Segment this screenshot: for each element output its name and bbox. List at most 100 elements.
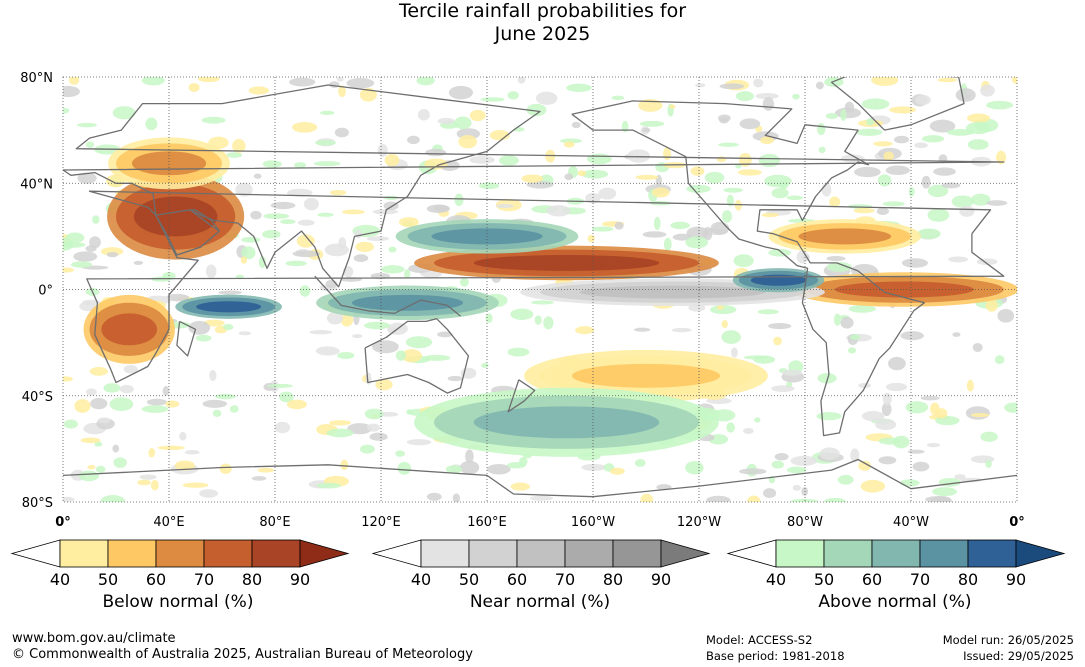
texture-patch: [721, 320, 728, 329]
texture-patch: [627, 149, 651, 163]
texture-patch: [422, 354, 451, 361]
texture-patch: [816, 412, 842, 421]
texture-patch: [337, 352, 355, 359]
texture-patch: [878, 437, 901, 445]
probability-region-below-4: [790, 272, 1017, 307]
texture-patch: [930, 495, 953, 502]
texture-patch: [355, 241, 375, 253]
texture-patch: [240, 256, 248, 264]
texture-patch: [63, 267, 75, 273]
texture-patch: [761, 212, 780, 218]
near-normal-colorbar: 40 50 60 70 80 90: [371, 539, 711, 589]
texture-patch: [826, 262, 853, 272]
texture-patch: [669, 104, 676, 109]
texture-patch: [87, 465, 96, 470]
texture-patch: [347, 423, 372, 435]
texture-patch: [837, 474, 854, 485]
texture-patch: [458, 134, 478, 149]
texture-patch: [866, 118, 874, 126]
texture-patch: [704, 171, 725, 184]
texture-patch: [889, 106, 917, 114]
texture-patch: [653, 216, 661, 231]
texture-patch: [709, 304, 737, 315]
texture-patch: [517, 77, 526, 84]
texture-patch: [790, 498, 818, 502]
colorbar-tick-label: 70: [555, 570, 575, 589]
texture-patch: [591, 226, 614, 232]
probability-region-below-0: [107, 173, 245, 260]
texture-patch: [92, 215, 100, 224]
colorbar-tick-label: 90: [651, 570, 671, 589]
x-tick-label: 120°W: [677, 515, 721, 530]
colorbar-segment: [612, 539, 662, 568]
website-link[interactable]: www.bom.gov.au/climate: [12, 631, 176, 646]
texture-patch: [481, 362, 489, 369]
colorbar-tick-label: 70: [194, 570, 214, 589]
texture-patch: [510, 308, 534, 320]
texture-patch: [77, 172, 97, 184]
texture-patch: [695, 83, 706, 88]
texture-patch: [873, 141, 893, 147]
texture-patch: [971, 193, 991, 206]
texture-patch: [535, 91, 558, 105]
texture-patch: [63, 376, 73, 382]
colorbar-tick-label: 50: [814, 570, 834, 589]
texture-patch: [686, 226, 709, 240]
below-normal-colorbar: 40 50 60 70 80 90: [10, 539, 350, 589]
texture-patch: [967, 113, 991, 123]
texture-patch: [79, 301, 97, 312]
texture-patch: [353, 254, 369, 262]
texture-patch: [507, 91, 519, 100]
texture-patch: [543, 316, 554, 330]
texture-patch: [395, 450, 406, 457]
texture-patch: [610, 467, 625, 475]
x-tick-label: 0°: [55, 515, 71, 530]
texture-patch: [334, 127, 349, 138]
texture-patch: [786, 466, 807, 474]
texture-patch: [980, 84, 995, 97]
texture-patch: [946, 128, 974, 136]
texture-patch: [90, 397, 108, 410]
texture-patch: [399, 217, 419, 228]
texture-patch: [188, 82, 200, 92]
texture-patch: [139, 474, 157, 480]
texture-patch: [182, 482, 209, 488]
texture-patch: [329, 189, 347, 196]
texture-patch: [437, 117, 455, 125]
texture-patch: [965, 406, 990, 420]
texture-patch: [292, 250, 320, 258]
texture-patch: [109, 397, 134, 412]
texture-patch: [380, 265, 405, 274]
texture-patch: [980, 431, 998, 442]
colorbar-low-end: [726, 539, 777, 568]
texture-patch: [174, 460, 195, 471]
texture-patch: [877, 174, 892, 187]
texture-patch: [78, 470, 99, 482]
colorbar-high-end: [299, 539, 350, 568]
texture-patch: [853, 207, 875, 214]
probability-region-near-7: [520, 278, 825, 306]
texture-patch: [63, 496, 75, 502]
colorbar-high-end: [660, 539, 711, 568]
texture-patch: [885, 165, 910, 176]
texture-patch: [718, 114, 731, 122]
texture-patch: [145, 117, 158, 131]
texture-patch: [585, 192, 601, 204]
texture-patch: [459, 277, 469, 287]
texture-patch: [833, 313, 841, 326]
texture-patch: [638, 99, 663, 112]
chart-title: Tercile rainfall probabilities for June …: [0, 0, 1085, 46]
texture-patch: [241, 246, 256, 260]
probability-region-above-9: [316, 285, 499, 321]
texture-patch: [900, 331, 924, 341]
texture-patch: [994, 355, 1005, 365]
colorbar-low-end: [10, 539, 61, 568]
texture-patch: [384, 153, 400, 167]
texture-patch: [821, 182, 832, 197]
colorbar-tick-label: 80: [958, 570, 978, 589]
texture-patch: [781, 369, 803, 376]
texture-patch: [112, 106, 136, 120]
texture-patch: [719, 83, 745, 90]
texture-patch: [718, 142, 739, 147]
texture-patch: [882, 201, 905, 207]
